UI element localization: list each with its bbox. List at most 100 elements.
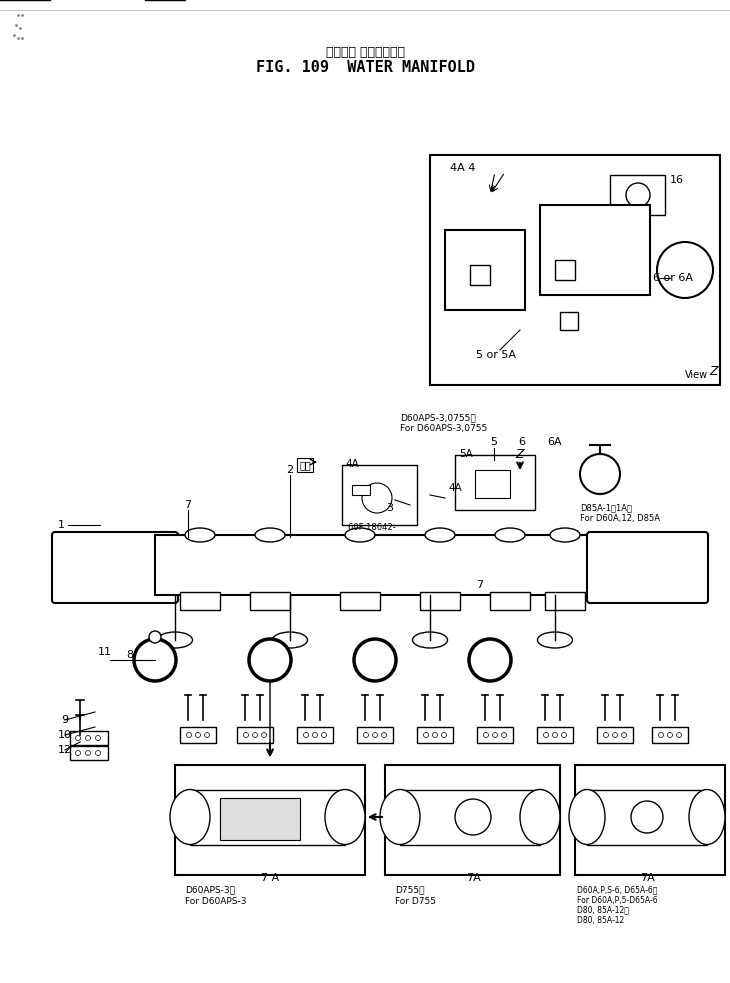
Text: D85A-1〒1A用: D85A-1〒1A用 — [580, 503, 632, 512]
Circle shape — [312, 732, 318, 737]
Circle shape — [502, 732, 507, 737]
Ellipse shape — [134, 639, 176, 681]
Bar — [537, 727, 573, 743]
Bar — [180, 727, 216, 743]
Circle shape — [304, 732, 309, 737]
Bar — [385, 765, 560, 875]
Text: D755用: D755用 — [395, 886, 425, 895]
Text: 4A 4: 4A 4 — [450, 163, 475, 173]
Circle shape — [561, 732, 566, 737]
Bar — [250, 592, 290, 610]
Circle shape — [553, 732, 558, 737]
Circle shape — [321, 732, 326, 737]
Ellipse shape — [469, 639, 511, 681]
FancyBboxPatch shape — [52, 532, 178, 603]
Circle shape — [493, 732, 498, 737]
Circle shape — [75, 750, 80, 756]
Text: 1: 1 — [58, 520, 65, 530]
Text: 11: 11 — [98, 647, 112, 657]
Circle shape — [149, 631, 161, 643]
Circle shape — [186, 732, 191, 737]
Bar — [420, 592, 460, 610]
Bar — [652, 727, 688, 743]
Bar — [545, 592, 585, 610]
Bar — [190, 790, 345, 845]
Bar — [400, 790, 540, 845]
Text: 5A: 5A — [459, 449, 473, 459]
Circle shape — [604, 732, 609, 737]
Bar — [237, 727, 273, 743]
Text: D60APS-3用: D60APS-3用 — [185, 886, 235, 895]
Ellipse shape — [255, 528, 285, 542]
Bar — [470, 265, 490, 285]
Text: 7 A: 7 A — [261, 873, 279, 883]
Text: D80, 85A-12: D80, 85A-12 — [577, 915, 624, 924]
Circle shape — [204, 732, 210, 737]
Text: 10: 10 — [58, 730, 72, 740]
FancyBboxPatch shape — [587, 532, 708, 603]
Text: 6A: 6A — [548, 437, 562, 447]
Bar — [445, 230, 525, 310]
Ellipse shape — [425, 528, 455, 542]
Ellipse shape — [495, 528, 525, 542]
Circle shape — [580, 454, 620, 494]
Circle shape — [667, 732, 672, 737]
Bar — [587, 790, 707, 845]
Ellipse shape — [272, 632, 307, 648]
Text: 4A: 4A — [345, 459, 358, 469]
Circle shape — [382, 732, 386, 737]
Circle shape — [261, 732, 266, 737]
Bar — [560, 312, 578, 330]
Circle shape — [372, 732, 377, 737]
Ellipse shape — [520, 789, 560, 844]
Circle shape — [657, 242, 713, 298]
Circle shape — [85, 735, 91, 740]
Ellipse shape — [325, 789, 365, 844]
Text: 12: 12 — [58, 745, 72, 755]
Text: 7A: 7A — [466, 873, 480, 883]
Text: 7: 7 — [185, 500, 191, 510]
Text: ウォータ マニホールド: ウォータ マニホールド — [326, 45, 404, 59]
Ellipse shape — [537, 632, 572, 648]
Ellipse shape — [158, 632, 193, 648]
Circle shape — [364, 732, 369, 737]
Text: D80, 85A-12用: D80, 85A-12用 — [577, 905, 629, 914]
Text: For D60APS-3: For D60APS-3 — [185, 896, 247, 905]
Text: Z: Z — [515, 448, 524, 461]
Ellipse shape — [345, 528, 375, 542]
Text: 3: 3 — [386, 503, 393, 513]
Circle shape — [85, 750, 91, 756]
Text: View: View — [685, 370, 708, 380]
Circle shape — [362, 483, 392, 513]
Text: For D755: For D755 — [395, 896, 436, 905]
Ellipse shape — [249, 639, 291, 681]
Circle shape — [677, 732, 682, 737]
Bar — [70, 731, 108, 745]
Bar — [475, 470, 510, 498]
Ellipse shape — [569, 789, 605, 844]
Text: Z: Z — [710, 365, 718, 378]
Circle shape — [432, 732, 437, 737]
Bar — [180, 592, 220, 610]
Ellipse shape — [689, 789, 725, 844]
Bar — [597, 727, 633, 743]
Bar — [555, 260, 575, 280]
Text: 60F 18642-: 60F 18642- — [348, 524, 396, 533]
Text: 2: 2 — [286, 465, 293, 475]
Bar — [357, 727, 393, 743]
Ellipse shape — [412, 632, 447, 648]
Bar — [417, 727, 453, 743]
Bar — [575, 765, 725, 875]
Text: D60A,P,S-6, D65A-6用: D60A,P,S-6, D65A-6用 — [577, 886, 658, 895]
Text: 4A: 4A — [448, 483, 462, 493]
Ellipse shape — [550, 528, 580, 542]
Bar — [155, 535, 630, 595]
Circle shape — [442, 732, 447, 737]
Circle shape — [621, 732, 626, 737]
Bar — [342, 465, 417, 525]
Text: 16: 16 — [670, 175, 684, 185]
Circle shape — [96, 735, 101, 740]
Circle shape — [483, 732, 488, 737]
Bar — [540, 205, 650, 295]
Bar — [490, 592, 530, 610]
